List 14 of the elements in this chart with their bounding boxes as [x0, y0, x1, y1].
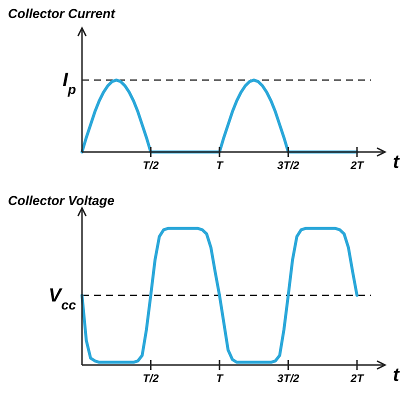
ref-line-label: V$_{cc}$ [48, 285, 77, 312]
x-tick-label: T [216, 160, 224, 172]
ref-line-label: I$_{p}$ [62, 70, 76, 97]
x-tick-label: T/2 [142, 160, 159, 172]
chart-title: Collector Voltage [8, 193, 114, 208]
x-tick-label: T [216, 373, 224, 385]
x-axis-title: t [392, 365, 400, 386]
x-axis-title: t [392, 152, 400, 173]
x-tick-label: 2T [350, 373, 365, 385]
x-tick-label: 3T/2 [277, 160, 300, 172]
x-tick-label: T/2 [142, 373, 159, 385]
x-tick-label: 2T [350, 160, 365, 172]
chart-title: Collector Current [8, 6, 116, 21]
x-tick-label: 3T/2 [277, 373, 300, 385]
